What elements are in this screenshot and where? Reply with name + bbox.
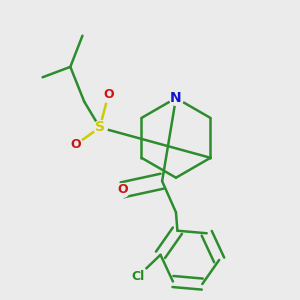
Text: N: N [170,91,182,105]
Text: Cl: Cl [131,270,145,283]
Text: O: O [70,138,81,151]
Text: O: O [103,88,114,101]
Text: S: S [95,121,105,134]
Text: O: O [117,183,128,196]
